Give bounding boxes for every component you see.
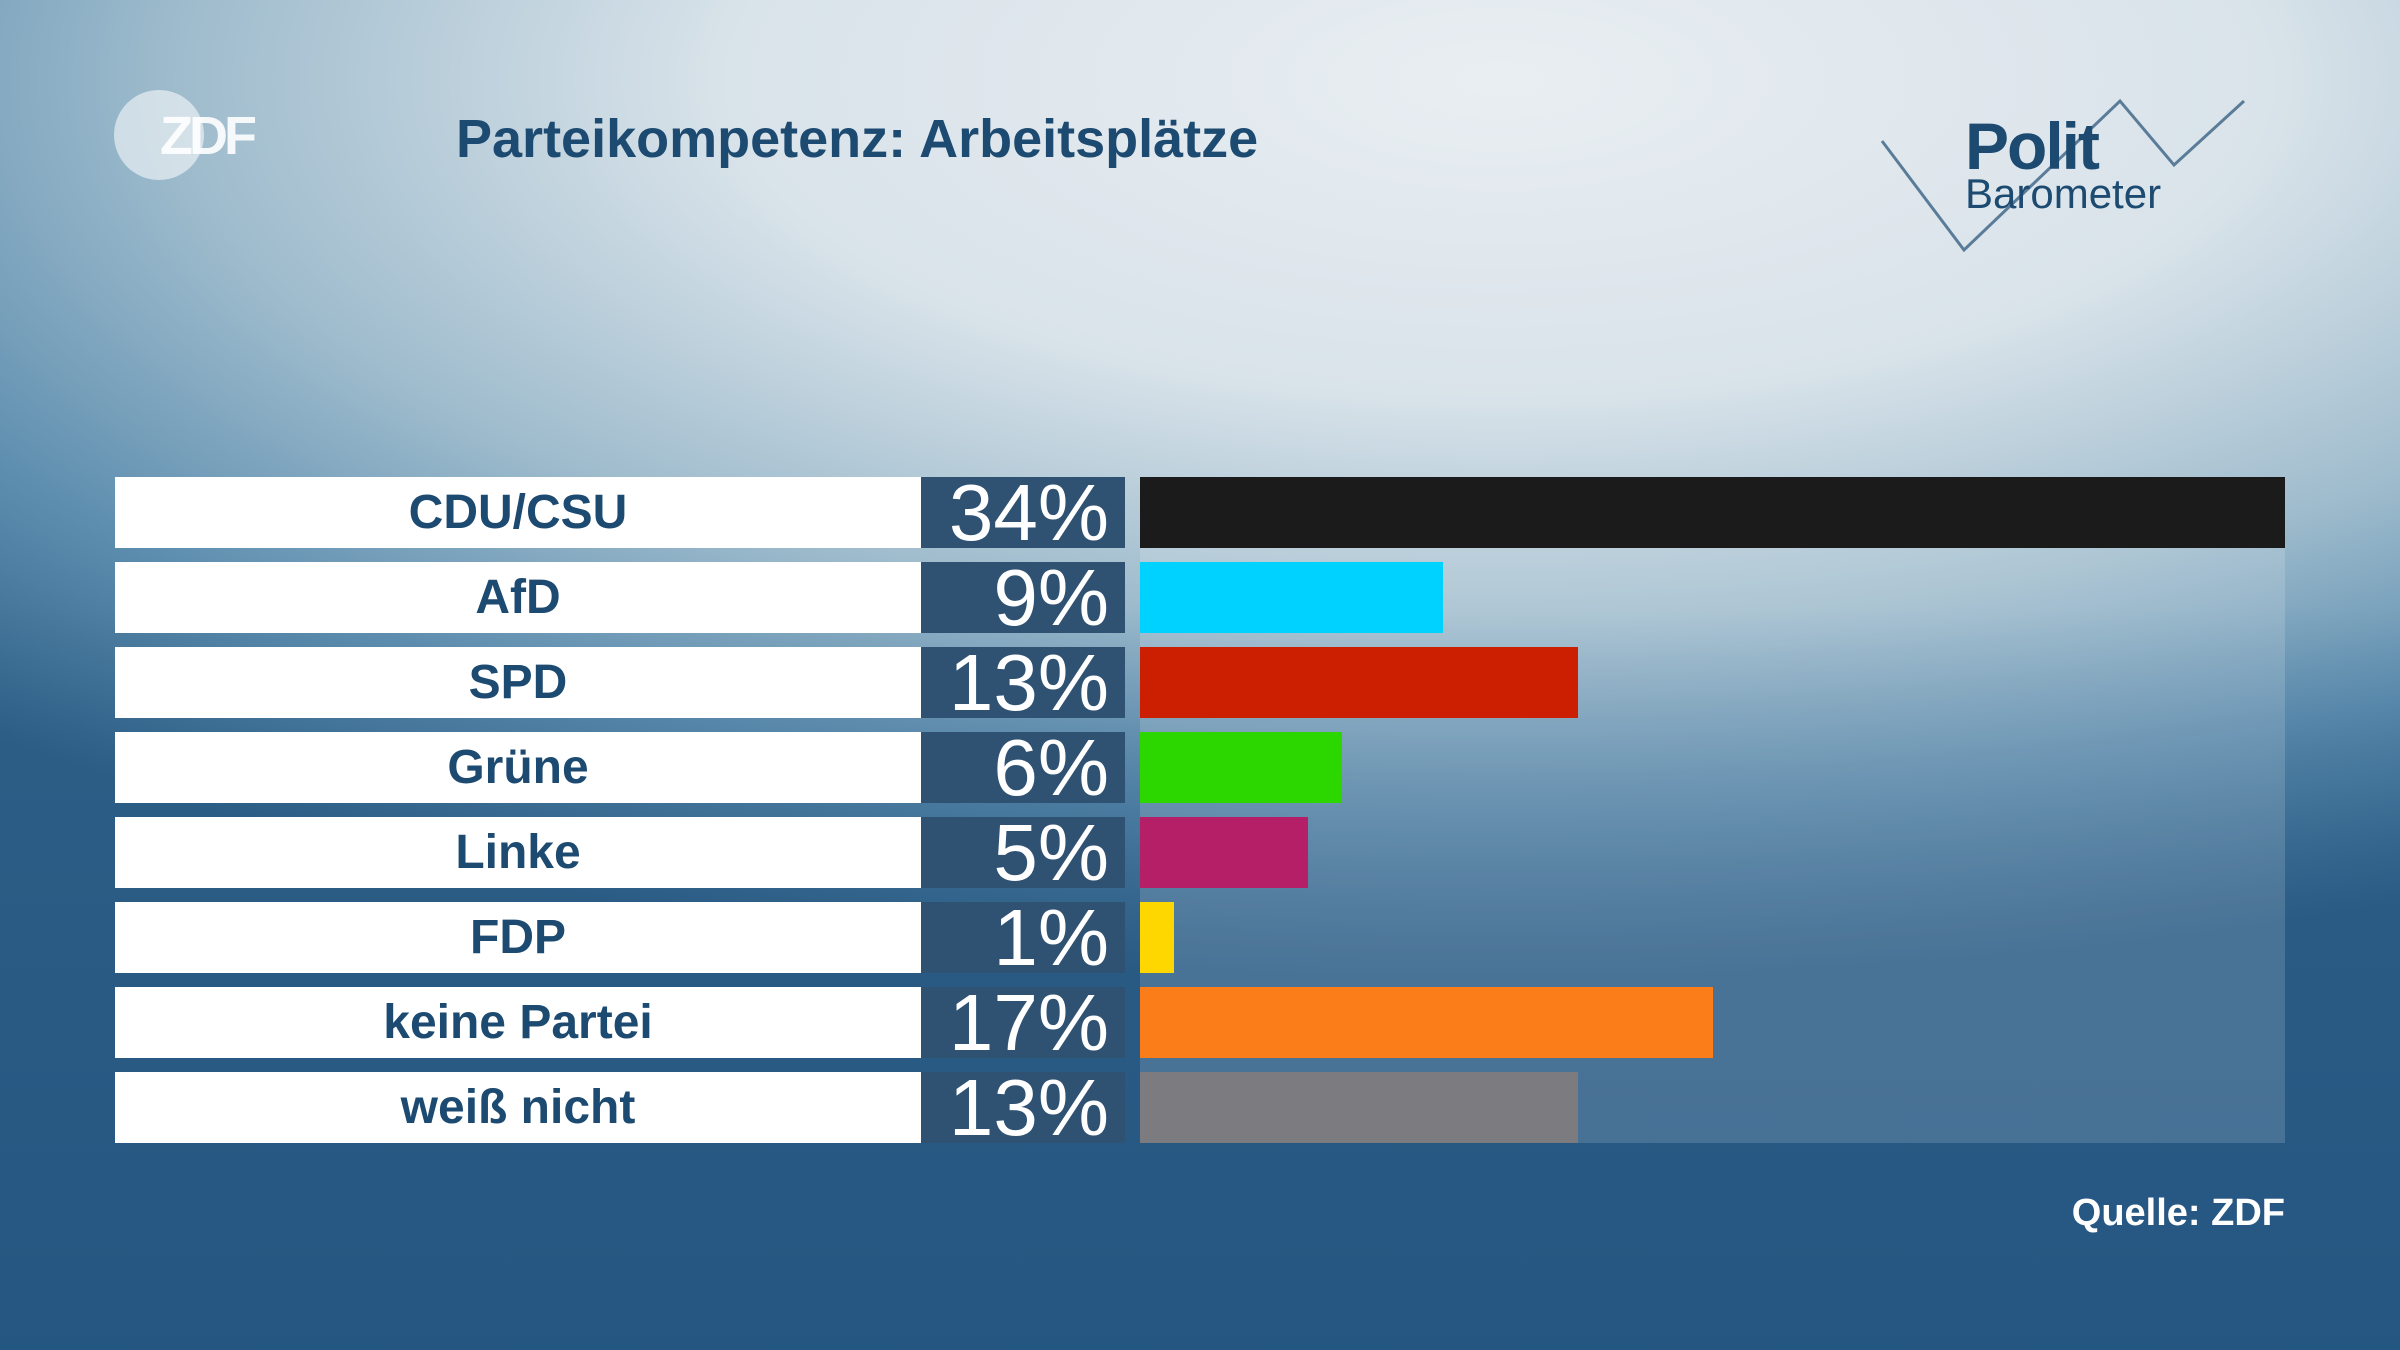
chart-row: FDP 1% — [115, 897, 2285, 977]
data-label: 13% — [921, 642, 1125, 722]
data-label: 13% — [921, 1067, 1125, 1147]
category-label: FDP — [115, 902, 921, 973]
bar — [1140, 562, 1444, 633]
category-label: AfD — [115, 562, 921, 633]
data-label: 1% — [921, 897, 1125, 977]
data-label: 6% — [921, 727, 1125, 807]
politbarometer-zigzag-icon — [1880, 98, 2246, 253]
data-label: 17% — [921, 982, 1125, 1062]
data-label: 5% — [921, 812, 1125, 892]
brand-barometer: Barometer — [1965, 170, 2162, 217]
chart-title: Parteikompetenz: Arbeitsplätze — [456, 109, 1259, 169]
category-label: Grüne — [115, 732, 921, 803]
data-label: 9% — [921, 557, 1125, 637]
category-label: CDU/CSU — [115, 477, 921, 548]
chart-row: AfD 9% — [115, 557, 2285, 637]
bar — [1140, 732, 1343, 803]
bar — [1140, 477, 2285, 548]
chart-row: keine Partei 17% — [115, 982, 2285, 1062]
category-label: keine Partei — [115, 987, 921, 1058]
chart-row: Grüne 6% — [115, 727, 2285, 807]
chart-row: SPD 13% — [115, 642, 2285, 722]
chart-row: CDU/CSU 34% — [115, 472, 2285, 552]
bar — [1140, 647, 1578, 718]
chart-row: Linke 5% — [115, 812, 2285, 892]
bar — [1140, 1072, 1578, 1143]
brand-polit: Polit — [1965, 109, 2100, 183]
source-label: Quelle: ZDF — [2071, 1192, 2285, 1234]
chart-row: weiß nicht 13% — [115, 1067, 2285, 1147]
category-label: SPD — [115, 647, 921, 718]
category-label: Linke — [115, 817, 921, 888]
bar — [1140, 987, 1713, 1058]
category-label: weiß nicht — [115, 1072, 921, 1143]
bar — [1140, 817, 1309, 888]
bar — [1140, 902, 1174, 973]
zdf-logo-circle — [114, 90, 204, 180]
data-label: 34% — [921, 472, 1125, 552]
zdf-logo: ZDF — [160, 106, 257, 166]
